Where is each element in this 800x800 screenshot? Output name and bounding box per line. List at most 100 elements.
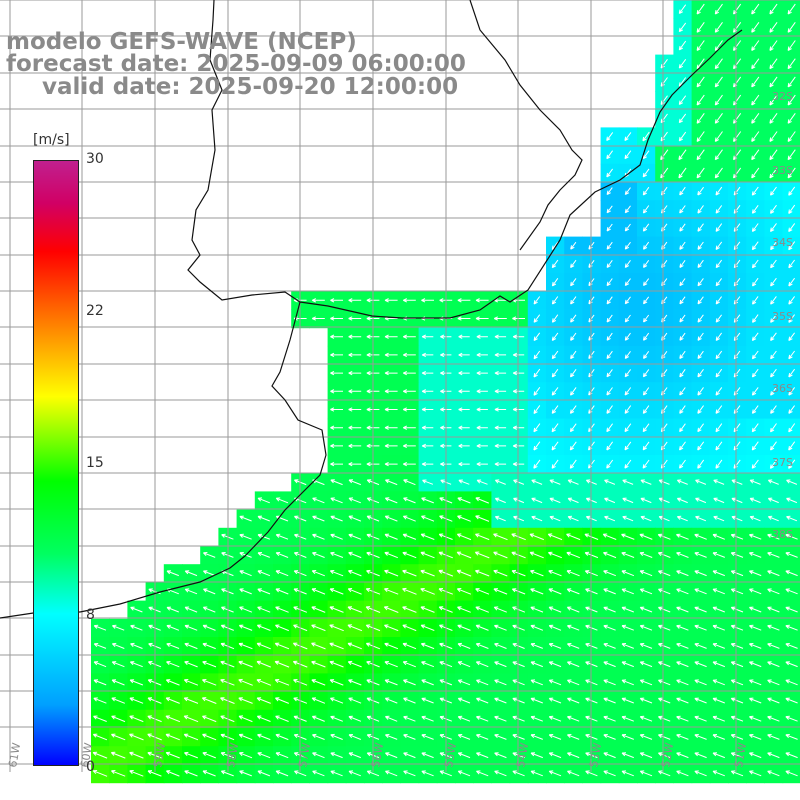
wind-arrow xyxy=(312,533,325,540)
wind-arrow xyxy=(402,352,416,358)
wind-arrow xyxy=(402,515,416,522)
wind-arrow xyxy=(785,661,798,668)
wind-arrow xyxy=(110,751,126,759)
wind-arrow xyxy=(92,770,108,777)
wind-arrow xyxy=(529,533,544,541)
wind-arrow xyxy=(238,624,253,631)
wind-arrow xyxy=(551,259,559,269)
wind-arrow xyxy=(384,588,399,595)
wind-arrow xyxy=(458,334,470,339)
wind-arrow xyxy=(657,551,671,558)
wind-arrow xyxy=(712,661,725,668)
wind-arrow xyxy=(767,697,780,704)
wind-arrow xyxy=(330,733,343,740)
wind-arrow xyxy=(606,459,614,469)
wind-arrow xyxy=(493,533,508,541)
wind-arrow xyxy=(512,715,525,722)
wind-arrow xyxy=(730,552,744,558)
wind-arrow xyxy=(751,423,759,433)
wind-arrow xyxy=(420,551,435,559)
wind-arrow xyxy=(679,186,686,196)
wind-arrow xyxy=(384,697,398,704)
wind-arrow xyxy=(512,389,525,394)
wind-arrow xyxy=(715,296,723,305)
wind-arrow xyxy=(788,368,796,378)
wind-arrow xyxy=(457,715,471,722)
wind-arrow xyxy=(530,697,543,704)
wind-arrow xyxy=(567,679,580,686)
wind-arrow xyxy=(676,606,689,613)
wind-arrow xyxy=(639,551,653,558)
wind-arrow xyxy=(787,131,796,142)
wind-arrow xyxy=(275,770,289,777)
wind-arrow xyxy=(730,588,744,595)
wind-arrow xyxy=(202,715,217,723)
wind-arrow xyxy=(621,734,634,740)
wind-arrow xyxy=(606,260,613,268)
wind-arrow xyxy=(606,314,613,323)
wind-arrow xyxy=(642,131,650,142)
wind-arrow xyxy=(785,570,798,577)
wind-arrow xyxy=(712,770,725,777)
wind-arrow xyxy=(184,570,198,577)
wind-arrow xyxy=(787,22,796,33)
wind-arrow xyxy=(678,131,687,142)
wind-arrow xyxy=(697,405,705,414)
wind-arrow xyxy=(548,752,562,759)
wind-arrow xyxy=(642,441,650,451)
wind-arrow xyxy=(257,733,271,741)
wind-arrow xyxy=(275,588,289,595)
wind-arrow xyxy=(712,734,725,740)
wind-arrow xyxy=(166,606,179,613)
wind-arrow xyxy=(658,679,671,686)
wind-arrow xyxy=(715,205,723,214)
wind-arrow xyxy=(712,588,725,595)
wind-arrow xyxy=(767,643,780,649)
wind-arrow xyxy=(530,715,543,722)
wind-arrow xyxy=(566,551,580,559)
wind-arrow xyxy=(494,443,507,449)
wind-arrow xyxy=(494,407,507,412)
wind-arrow xyxy=(330,497,343,504)
wind-arrow xyxy=(770,223,777,233)
wind-arrow xyxy=(621,661,634,668)
wind-arrow xyxy=(770,332,777,342)
wind-arrow xyxy=(551,459,559,469)
wind-arrow xyxy=(166,624,180,631)
coastline-interior xyxy=(469,0,583,251)
wind-arrow xyxy=(769,459,778,469)
wind-arrow xyxy=(348,389,362,394)
wind-arrow xyxy=(788,423,796,433)
wind-arrow xyxy=(697,350,704,360)
wind-arrow xyxy=(548,624,562,631)
wind-arrow xyxy=(551,278,559,287)
wind-arrow xyxy=(658,624,671,631)
wind-arrow xyxy=(493,569,508,577)
header-model: modelo GEFS-WAVE (NCEP) xyxy=(6,29,357,55)
wind-arrow xyxy=(420,569,435,577)
wind-arrow xyxy=(348,316,362,321)
wind-arrow xyxy=(129,697,144,704)
wind-arrow xyxy=(639,697,653,704)
wind-arrow xyxy=(658,588,671,595)
latitude-label: 35S xyxy=(772,310,793,323)
wind-arrow xyxy=(788,314,796,323)
wind-arrow xyxy=(311,660,326,668)
wind-arrow xyxy=(421,752,434,759)
wind-arrow xyxy=(788,277,796,287)
wind-arrow xyxy=(569,459,577,469)
longitude-label: 61W xyxy=(6,742,23,769)
wind-arrow xyxy=(312,551,325,558)
wind-arrow xyxy=(421,389,434,394)
wind-arrow xyxy=(494,697,507,704)
wind-arrow xyxy=(770,387,777,396)
wind-arrow xyxy=(458,407,470,412)
wind-arrow xyxy=(330,715,343,722)
wind-arrow xyxy=(767,497,779,504)
wind-arrow xyxy=(476,407,488,412)
wind-arrow xyxy=(257,497,270,504)
wind-arrow xyxy=(513,497,525,504)
wind-arrow xyxy=(785,770,798,777)
latitude-label: 37S xyxy=(772,456,793,469)
wind-arrow xyxy=(421,515,435,522)
